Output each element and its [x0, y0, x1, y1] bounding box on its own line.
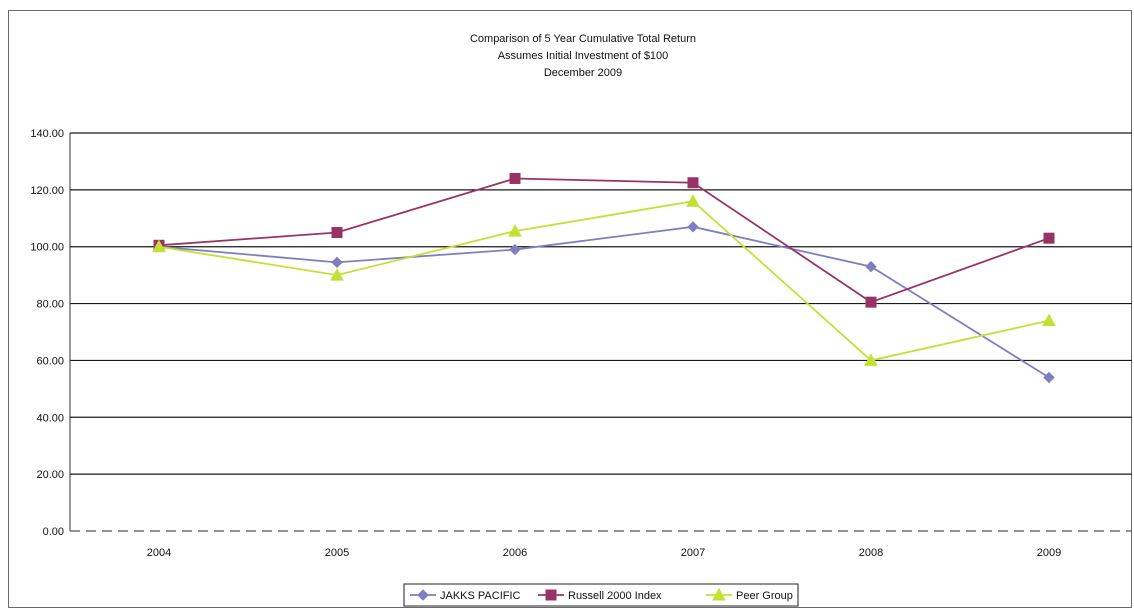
- data-point: [152, 239, 166, 253]
- legend-label: Peer Group: [736, 590, 793, 602]
- legend-entry: Russell 2000 Index: [538, 589, 662, 602]
- series-1: [153, 172, 1055, 308]
- data-point: [508, 224, 522, 237]
- legend-label: Russell 2000 Index: [568, 590, 662, 602]
- legend-marker: [712, 587, 726, 601]
- x-tick-label: 2009: [1037, 547, 1061, 559]
- chart-title-block: Comparison of 5 Year Cumulative Total Re…: [470, 33, 696, 79]
- data-point: [865, 260, 877, 273]
- series-line: [158, 177, 1050, 304]
- y-axis: 0.00 20.00 40.00 60.00 80.00 100.00 120.00 140.…: [30, 128, 71, 538]
- chart-date-line: December 2009: [544, 67, 622, 79]
- series-line: [158, 200, 1050, 362]
- series-line: [158, 225, 1050, 379]
- data-point: [864, 353, 878, 366]
- data-point: [1043, 371, 1055, 384]
- legend-marker: [545, 589, 557, 601]
- gridlines: [70, 132, 1132, 475]
- x-tick-label: 2005: [325, 547, 349, 559]
- series-lines: [152, 172, 1056, 384]
- legend-entry: Peer Group: [706, 587, 793, 602]
- legend-entry: JAKKS PACIFIC: [410, 589, 521, 602]
- series-2: [152, 194, 1056, 366]
- y-tick-label: 100.00: [30, 242, 64, 254]
- chart-subtitle: Assumes Initial Investment of $100: [498, 50, 669, 62]
- data-point: [1043, 232, 1055, 244]
- data-point: [687, 221, 699, 233]
- data-point: [1042, 313, 1056, 327]
- legend-marker: [417, 589, 429, 601]
- x-tick-label: 2007: [681, 547, 705, 559]
- y-tick-label: 80.00: [36, 299, 64, 311]
- y-tick-label: 0.00: [43, 526, 64, 538]
- data-point: [331, 256, 343, 269]
- data-point: [686, 194, 700, 207]
- x-tick-label: 2008: [859, 547, 883, 559]
- y-tick-label: 140.00: [30, 128, 64, 140]
- x-tick-label: 2004: [147, 547, 171, 559]
- data-point: [509, 243, 521, 256]
- y-tick-label: 60.00: [36, 355, 64, 367]
- data-point: [865, 296, 877, 308]
- y-tick-label: 120.00: [30, 185, 64, 197]
- chart-frame: [8, 10, 1132, 608]
- data-point: [509, 172, 521, 184]
- data-point: [331, 227, 343, 238]
- legend-label: JAKKS PACIFIC: [440, 590, 521, 602]
- x-axis: 2004 2005 2006 2007 2008 2009: [70, 530, 1132, 559]
- data-point: [687, 177, 699, 189]
- legend: JAKKS PACIFIC Russell 2000 Index Peer Grou…: [403, 583, 799, 607]
- data-point: [330, 268, 344, 281]
- y-tick-label: 40.00: [36, 412, 64, 424]
- series-0: [153, 221, 1055, 384]
- legend-box: [403, 583, 799, 607]
- x-tick-label: 2006: [503, 547, 527, 559]
- chart-title: Comparison of 5 Year Cumulative Total Re…: [470, 33, 696, 45]
- y-tick-label: 20.00: [36, 469, 64, 481]
